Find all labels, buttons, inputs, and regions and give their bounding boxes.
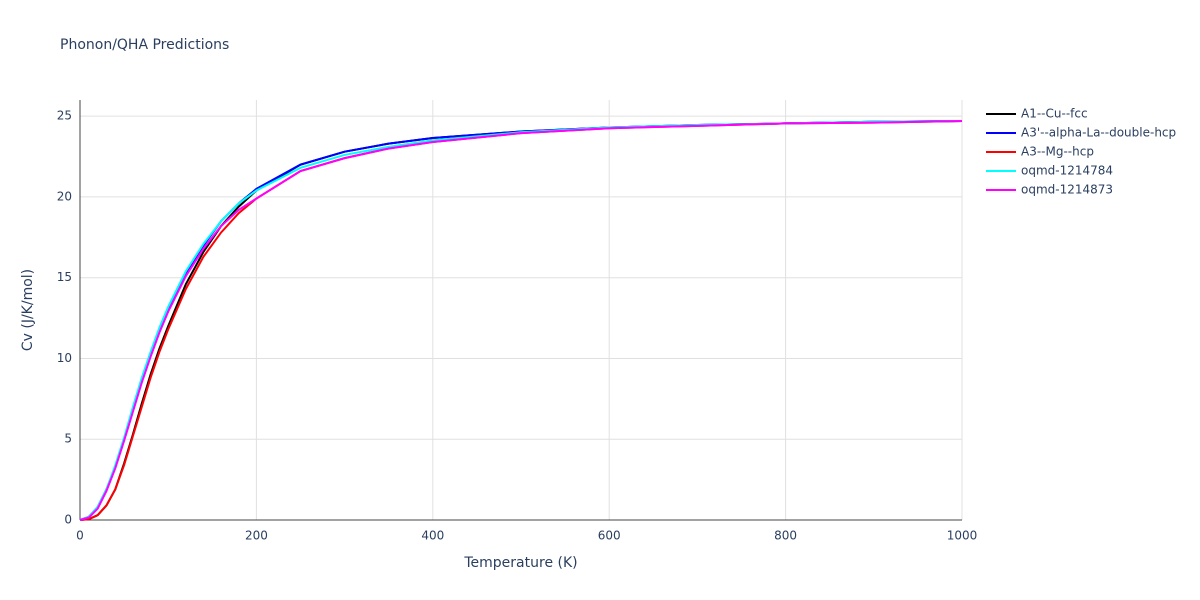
legend-label: A1--Cu--fcc (1021, 107, 1088, 121)
legend-label: A3--Mg--hcp (1021, 145, 1094, 159)
series-line (79, 120, 963, 521)
y-tick-label: 10 (57, 351, 72, 365)
series-line (79, 120, 963, 521)
y-tick-label: 25 (57, 109, 72, 123)
x-axis-title: Temperature (K) (463, 555, 577, 571)
legend-label: A3'--alpha-La--double-hcp (1021, 126, 1176, 140)
x-tick-label: 0 (76, 529, 84, 543)
y-axis-title: Cv (J/K/mol) (20, 269, 36, 351)
y-tick-label: 5 (64, 432, 72, 446)
y-tick-label: 20 (57, 189, 72, 203)
x-tick-label: 800 (774, 529, 797, 543)
chart-title: Phonon/QHA Predictions (60, 37, 229, 53)
x-tick-label: 200 (245, 529, 268, 543)
series-line (79, 120, 963, 521)
x-tick-label: 400 (421, 529, 444, 543)
x-tick-label: 600 (598, 529, 621, 543)
series-line (79, 120, 963, 521)
series-line (79, 120, 963, 521)
y-tick-label: 0 (64, 513, 72, 527)
legend-label: oqmd-1214784 (1021, 164, 1113, 178)
legend-label: oqmd-1214873 (1021, 183, 1113, 197)
y-tick-label: 15 (57, 270, 72, 284)
x-tick-label: 1000 (947, 529, 978, 543)
